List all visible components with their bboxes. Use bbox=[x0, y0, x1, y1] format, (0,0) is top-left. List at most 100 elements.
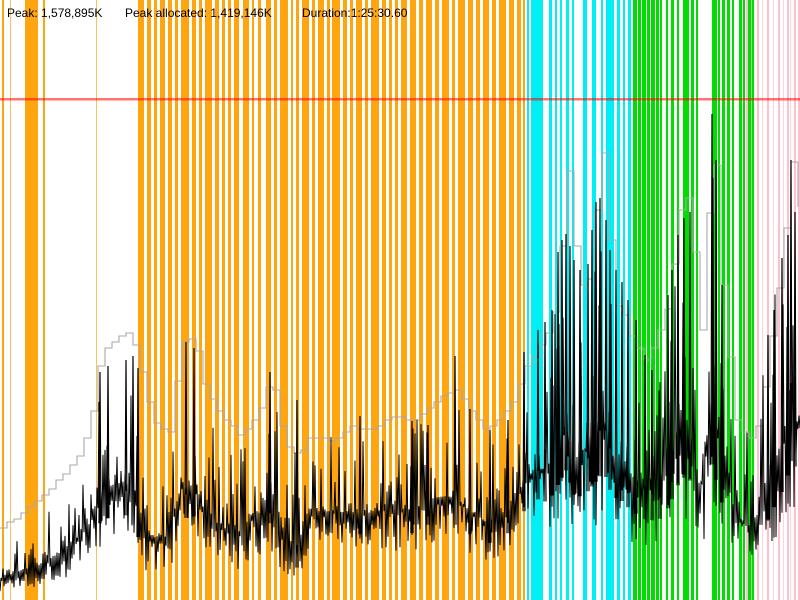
orange-event-stripe bbox=[228, 0, 231, 600]
orange-event-stripe bbox=[138, 0, 144, 600]
orange-event-stripe bbox=[410, 0, 416, 600]
orange-event-stripe bbox=[327, 0, 330, 600]
orange-event-stripe bbox=[382, 0, 386, 600]
green-event-stripe bbox=[712, 0, 717, 600]
cyan-event-stripe bbox=[527, 0, 529, 600]
orange-event-stripe bbox=[452, 0, 455, 600]
orange-event-stripe bbox=[356, 0, 362, 600]
orange-event-stripe bbox=[147, 0, 151, 600]
orange-event-stripe bbox=[332, 0, 340, 600]
orange-event-stripe bbox=[426, 0, 432, 600]
cyan-event-stripe bbox=[628, 0, 631, 600]
orange-event-stripe bbox=[365, 0, 368, 600]
pink-event-stripe bbox=[778, 0, 780, 600]
green-event-stripe bbox=[718, 0, 720, 600]
pink-event-stripe bbox=[751, 0, 752, 600]
orange-event-stripe bbox=[312, 0, 315, 600]
cyan-event-stripe bbox=[583, 0, 587, 600]
cyan-event-stripe bbox=[560, 0, 562, 600]
orange-event-stripe bbox=[517, 0, 521, 600]
orange-event-stripe bbox=[181, 0, 189, 600]
threshold-line-rect bbox=[0, 98, 800, 101]
threshold-line bbox=[0, 98, 800, 101]
cyan-event-stripe bbox=[555, 0, 557, 600]
orange-event-stripe bbox=[274, 0, 277, 600]
orange-event-stripe bbox=[291, 0, 293, 600]
orange-event-stripe bbox=[468, 0, 473, 600]
orange-event-stripe bbox=[523, 0, 525, 600]
orange-event-stripe bbox=[389, 0, 392, 600]
green-event-stripe bbox=[647, 0, 650, 600]
orange-event-stripe bbox=[222, 0, 225, 600]
green-event-stripe bbox=[642, 0, 646, 600]
orange-event-stripe bbox=[154, 0, 157, 600]
pink-event-stripe bbox=[746, 0, 748, 600]
orange-event-stripe bbox=[302, 0, 309, 600]
orange-event-stripe bbox=[280, 0, 288, 600]
green-event-stripe bbox=[666, 0, 668, 600]
pink-event-stripe bbox=[773, 0, 774, 600]
green-event-stripe bbox=[651, 0, 655, 600]
orange-event-stripe bbox=[43, 0, 45, 600]
cyan-event-stripe bbox=[566, 0, 569, 600]
cyan-event-stripe bbox=[531, 0, 543, 600]
orange-event-stripe bbox=[350, 0, 353, 600]
green-event-stripe bbox=[722, 0, 725, 600]
orange-event-stripe bbox=[192, 0, 196, 600]
orange-event-stripe bbox=[160, 0, 165, 600]
pink-event-stripe bbox=[767, 0, 769, 600]
memory-usage-path bbox=[0, 177, 800, 592]
memory-spikes-path bbox=[98, 113, 797, 568]
memory-usage-trace bbox=[0, 113, 800, 592]
orange-event-stripe bbox=[395, 0, 398, 600]
green-event-stripe bbox=[638, 0, 641, 600]
orange-event-stripe bbox=[343, 0, 347, 600]
cyan-event-stripe bbox=[549, 0, 552, 600]
cyan-event-stripe bbox=[592, 0, 596, 600]
orange-event-stripe bbox=[252, 0, 254, 600]
orange-event-stripe bbox=[205, 0, 212, 600]
orange-event-stripe bbox=[215, 0, 219, 600]
orange-event-stripe bbox=[435, 0, 439, 600]
orange-event-stripe bbox=[492, 0, 496, 600]
orange-event-stripe bbox=[458, 0, 465, 600]
green-event-stripe bbox=[732, 0, 734, 600]
orange-event-stripe bbox=[318, 0, 324, 600]
orange-event-stripe bbox=[234, 0, 239, 600]
green-event-stripe bbox=[696, 0, 698, 600]
pink-event-stripe bbox=[783, 0, 784, 600]
orange-event-stripe bbox=[258, 0, 261, 600]
cyan-event-stripe bbox=[617, 0, 620, 600]
orange-event-stripe bbox=[175, 0, 178, 600]
orange-event-stripe bbox=[296, 0, 299, 600]
orange-event-stripe bbox=[509, 0, 514, 600]
orange-event-stripe bbox=[10, 0, 11, 600]
pink-event-stripe bbox=[762, 0, 763, 600]
orange-event-stripe bbox=[168, 0, 172, 600]
orange-event-stripe bbox=[371, 0, 379, 600]
orange-event-stripe bbox=[199, 0, 202, 600]
green-event-stripe bbox=[656, 0, 659, 600]
orange-event-stripe bbox=[243, 0, 249, 600]
green-event-stripe bbox=[691, 0, 694, 600]
orange-event-stripe bbox=[442, 0, 449, 600]
green-event-stripe bbox=[660, 0, 662, 600]
cyan-event-stripe bbox=[623, 0, 625, 600]
orange-event-stripe bbox=[96, 0, 97, 600]
green-event-stripe bbox=[743, 0, 745, 600]
orange-event-stripe bbox=[483, 0, 489, 600]
cyan-event-stripe bbox=[572, 0, 574, 600]
cyan-event-stripe bbox=[601, 0, 603, 600]
orange-event-stripe bbox=[2, 0, 4, 600]
orange-event-stripe bbox=[25, 0, 38, 600]
orange-event-stripe bbox=[266, 0, 271, 600]
green-event-stripe bbox=[739, 0, 742, 600]
pink-event-stripe bbox=[798, 0, 800, 600]
green-event-stripe bbox=[683, 0, 689, 600]
orange-event-stripe bbox=[419, 0, 423, 600]
orange-event-stripe bbox=[401, 0, 407, 600]
pink-event-stripe bbox=[757, 0, 759, 600]
